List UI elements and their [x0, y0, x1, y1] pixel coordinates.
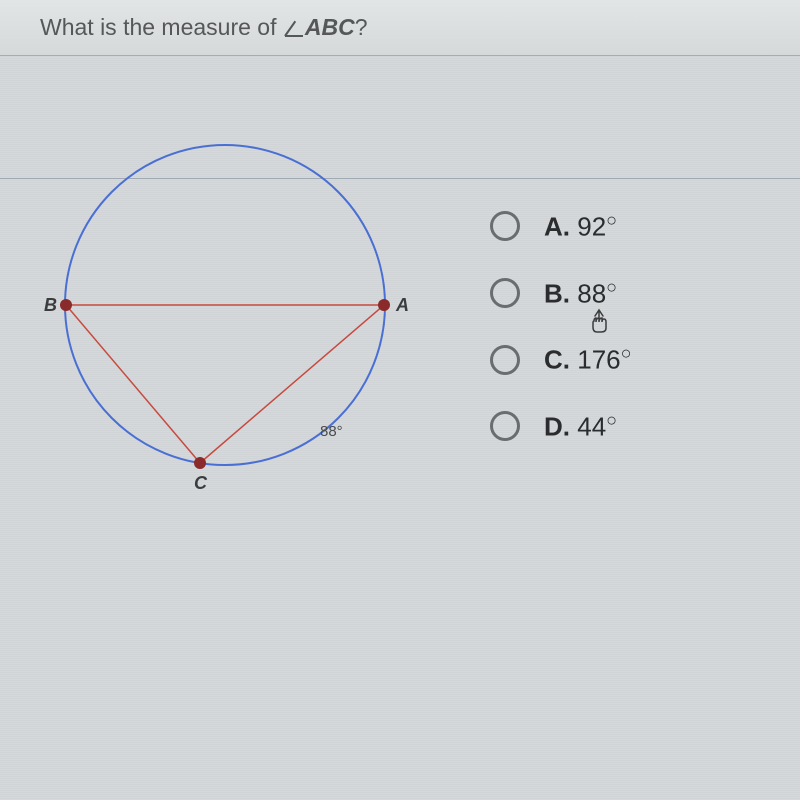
option-text: B. 88○ — [544, 277, 617, 310]
radio-icon[interactable] — [490, 411, 520, 441]
degree-icon: ○ — [606, 410, 617, 430]
option-value: 176 — [577, 345, 620, 375]
svg-text:88°: 88° — [320, 423, 343, 440]
option-d[interactable]: D. 44○ — [490, 410, 632, 443]
option-a[interactable]: A. 92○ — [490, 210, 632, 243]
angle-icon — [285, 19, 303, 37]
radio-icon[interactable] — [490, 278, 520, 308]
geometry-diagram: A B C 88° — [10, 110, 430, 530]
radio-icon[interactable] — [490, 211, 520, 241]
answer-options: A. 92○ B. 88○ C. 176○ D. 44○ — [490, 210, 632, 477]
degree-icon: ○ — [621, 343, 632, 363]
option-value: 44 — [577, 412, 606, 442]
option-letter: A. — [544, 212, 570, 242]
option-letter: D. — [544, 412, 570, 442]
svg-text:B: B — [44, 295, 57, 315]
option-text: D. 44○ — [544, 410, 617, 443]
svg-text:C: C — [194, 473, 208, 493]
question-suffix: ? — [355, 14, 368, 40]
option-value: 88 — [577, 278, 606, 308]
radio-icon[interactable] — [490, 345, 520, 375]
angle-label: ABC — [305, 14, 355, 40]
question-text: What is the measure of ABC? — [40, 14, 368, 40]
option-b[interactable]: B. 88○ — [490, 277, 632, 310]
question-bar: What is the measure of ABC? — [0, 0, 800, 56]
option-letter: B. — [544, 278, 570, 308]
degree-icon: ○ — [606, 210, 617, 230]
svg-text:A: A — [395, 295, 409, 315]
option-letter: C. — [544, 345, 570, 375]
question-prefix: What is the measure of — [40, 14, 283, 40]
option-value: 92 — [577, 212, 606, 242]
option-text: A. 92○ — [544, 210, 617, 243]
option-text: C. 176○ — [544, 343, 632, 376]
option-c[interactable]: C. 176○ — [490, 343, 632, 376]
degree-icon: ○ — [606, 277, 617, 297]
